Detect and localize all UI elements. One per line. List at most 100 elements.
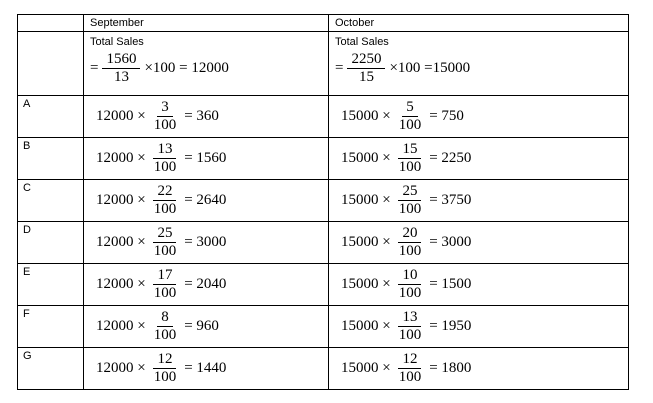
formula-prefix: 15000 × (341, 317, 391, 334)
formula: 12000 × 12 100 = 1440 (84, 348, 328, 388)
fraction-denominator: 100 (398, 326, 422, 343)
formula: 15000 × 25 100 = 3750 (329, 180, 628, 220)
fraction: 12 100 (150, 351, 181, 386)
fraction-denominator: 100 (398, 158, 422, 175)
header-empty-cell (17, 14, 84, 32)
header-row: September October (17, 14, 629, 32)
fraction-denominator: 100 (398, 284, 422, 301)
formula: 15000 × 20 100 = 3000 (329, 222, 628, 262)
total-sales-october-formula: = 2250 15 ×100 =15000 (329, 51, 628, 86)
header-september: September (83, 14, 329, 32)
formula-suffix: = 360 (184, 107, 219, 124)
fraction-numerator: 20 (398, 225, 422, 243)
fraction: 25 100 (395, 183, 426, 218)
row-E-october-cell: 15000 × 10 100 = 1500 (328, 263, 629, 306)
fraction-denominator: 13 (113, 69, 129, 85)
row-B-september-cell: 12000 × 13 100 = 1560 (83, 137, 329, 180)
row-A-october-cell: 15000 × 5 100 = 750 (328, 95, 629, 138)
fraction-denominator: 100 (153, 158, 177, 175)
formula-prefix: = (335, 60, 344, 76)
fraction-denominator: 100 (398, 200, 422, 217)
fraction: 2250 15 (347, 51, 386, 86)
fraction: 13 100 (395, 309, 426, 344)
total-sales-september-cell: Total Sales = 1560 13 ×100 = 12000 (83, 31, 329, 96)
fraction: 22 100 (150, 183, 181, 218)
row-label: E (17, 263, 84, 306)
fraction: 13 100 (150, 141, 181, 176)
formula-suffix: = 2640 (184, 191, 227, 208)
fraction-numerator: 25 (153, 225, 177, 243)
fraction-numerator: 3 (157, 99, 173, 117)
fraction-numerator: 15 (398, 141, 422, 159)
formula-prefix: 12000 × (96, 107, 146, 124)
fraction-denominator: 100 (153, 116, 177, 133)
formula-prefix: 12000 × (96, 191, 146, 208)
row-E: E 12000 × 17 100 = 2040 15000 × 10 100 = 1… (17, 263, 629, 306)
formula: 12000 × 17 100 = 2040 (84, 264, 328, 304)
fraction-numerator: 12 (153, 351, 177, 369)
formula-prefix: 12000 × (96, 275, 146, 292)
formula-prefix: 15000 × (341, 191, 391, 208)
formula-prefix: 12000 × (96, 359, 146, 376)
fraction-numerator: 22 (153, 183, 177, 201)
formula-suffix: = 2250 (429, 149, 472, 166)
fraction: 25 100 (150, 225, 181, 260)
header-october: October (328, 14, 629, 32)
total-sales-october-title: Total Sales (335, 36, 389, 48)
row-label: D (17, 221, 84, 264)
fraction-denominator: 100 (153, 284, 177, 301)
formula-prefix: 15000 × (341, 359, 391, 376)
formula-suffix: = 3750 (429, 191, 472, 208)
fraction-numerator: 8 (157, 309, 173, 327)
row-C: C 12000 × 22 100 = 2640 15000 × 25 100 = 3… (17, 179, 629, 222)
fraction-denominator: 100 (153, 326, 177, 343)
solution-table: September October Total Sales = 1560 13 ×… (17, 14, 629, 390)
formula-suffix: = 1800 (429, 359, 472, 376)
fraction-denominator: 100 (398, 116, 422, 133)
fraction-numerator: 25 (398, 183, 422, 201)
row-F-october-cell: 15000 × 13 100 = 1950 (328, 305, 629, 348)
fraction: 17 100 (150, 267, 181, 302)
formula: 12000 × 22 100 = 2640 (84, 180, 328, 220)
formula: 12000 × 13 100 = 1560 (84, 138, 328, 178)
fraction-numerator: 13 (398, 309, 422, 327)
fraction-numerator: 10 (398, 267, 422, 285)
total-sales-september-title: Total Sales (90, 36, 144, 48)
formula-suffix: = 3000 (429, 233, 472, 250)
fraction-denominator: 100 (153, 242, 177, 259)
fraction-numerator: 13 (153, 141, 177, 159)
formula-suffix: ×100 = 12000 (144, 60, 229, 76)
formula-suffix: = 1440 (184, 359, 227, 376)
formula: 12000 × 8 100 = 960 (84, 306, 328, 346)
fraction: 20 100 (395, 225, 426, 260)
row-C-october-cell: 15000 × 25 100 = 3750 (328, 179, 629, 222)
formula: 15000 × 15 100 = 2250 (329, 138, 628, 178)
row-label: C (17, 179, 84, 222)
formula: 15000 × 10 100 = 1500 (329, 264, 628, 304)
row-C-september-cell: 12000 × 22 100 = 2640 (83, 179, 329, 222)
formula-suffix: = 750 (429, 107, 464, 124)
formula-suffix: = 2040 (184, 275, 227, 292)
row-G-september-cell: 12000 × 12 100 = 1440 (83, 347, 329, 390)
formula-prefix: 12000 × (96, 317, 146, 334)
fraction-denominator: 100 (153, 368, 177, 385)
row-B-october-cell: 15000 × 15 100 = 2250 (328, 137, 629, 180)
formula-prefix: 12000 × (96, 149, 146, 166)
total-sales-row: Total Sales = 1560 13 ×100 = 12000 Total … (17, 31, 629, 96)
total-sales-label-cell (17, 31, 84, 96)
row-A-september-cell: 12000 × 3 100 = 360 (83, 95, 329, 138)
total-sales-october-cell: Total Sales = 2250 15 ×100 =15000 (328, 31, 629, 96)
formula-prefix: 12000 × (96, 233, 146, 250)
formula-prefix: 15000 × (341, 275, 391, 292)
row-label: G (17, 347, 84, 390)
fraction-numerator: 17 (153, 267, 177, 285)
row-E-september-cell: 12000 × 17 100 = 2040 (83, 263, 329, 306)
row-D-october-cell: 15000 × 20 100 = 3000 (328, 221, 629, 264)
row-A: A 12000 × 3 100 = 360 15000 × 5 100 = 750 (17, 95, 629, 138)
fraction-denominator: 100 (398, 242, 422, 259)
formula-suffix: = 3000 (184, 233, 227, 250)
formula-suffix: = 1950 (429, 317, 472, 334)
row-label: F (17, 305, 84, 348)
row-label: A (17, 95, 84, 138)
fraction: 5 100 (395, 99, 426, 134)
